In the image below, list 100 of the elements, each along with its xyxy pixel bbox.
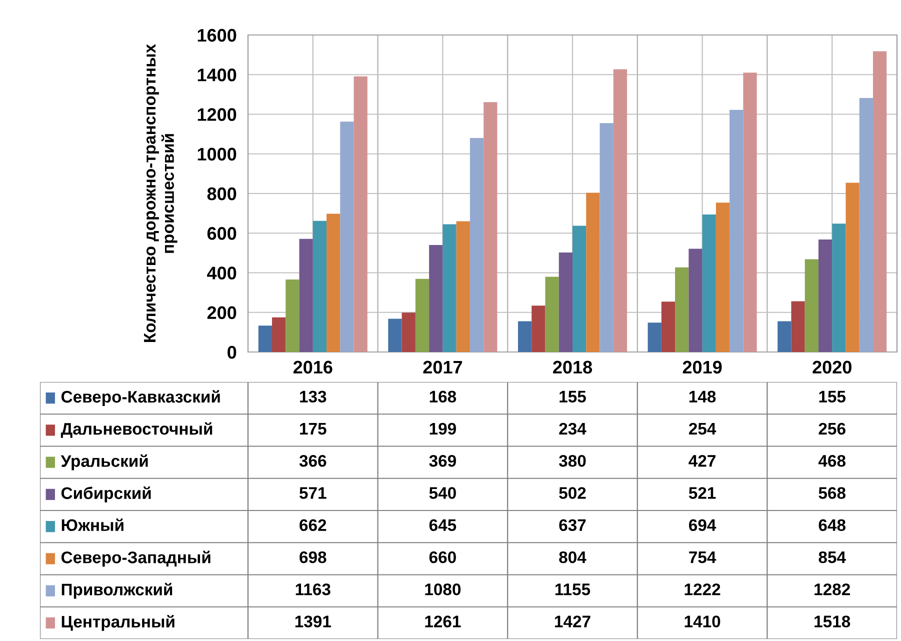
bar bbox=[545, 276, 559, 352]
data-label: 637 bbox=[559, 519, 586, 532]
data-label: 380 bbox=[558, 454, 586, 467]
data-label: 234 bbox=[559, 422, 586, 435]
data-label: 502 bbox=[559, 487, 586, 499]
bar bbox=[688, 248, 702, 352]
bar bbox=[326, 214, 340, 352]
legend-label: Северо-Западный bbox=[61, 550, 210, 567]
bar bbox=[600, 123, 614, 352]
bar bbox=[572, 226, 586, 352]
legend-label: Дальневосточный bbox=[60, 422, 212, 438]
bar bbox=[388, 318, 402, 352]
bar bbox=[613, 69, 628, 352]
bar bbox=[532, 306, 546, 352]
data-label: 1427 bbox=[555, 616, 590, 628]
bar bbox=[272, 317, 286, 352]
data-label: 254 bbox=[688, 422, 716, 435]
bar bbox=[312, 220, 327, 352]
x-tick-label: 2018 bbox=[553, 360, 592, 374]
data-label: 662 bbox=[300, 519, 326, 532]
y-axis-title: Количество дорожно-транспортных происшествий bbox=[144, 44, 178, 342]
bar bbox=[558, 252, 572, 352]
y-tick-label: 0 bbox=[228, 346, 236, 359]
bar bbox=[846, 182, 860, 352]
data-label: 540 bbox=[429, 487, 456, 499]
data-label: 1155 bbox=[555, 584, 590, 596]
data-label: 1410 bbox=[684, 616, 720, 628]
bar bbox=[804, 259, 818, 352]
data-label: 1080 bbox=[425, 583, 461, 596]
bar bbox=[743, 72, 757, 352]
bar bbox=[778, 321, 792, 352]
y-tick-label: 600 bbox=[207, 227, 236, 240]
bar bbox=[702, 214, 716, 352]
legend-label: Южный bbox=[62, 518, 124, 532]
data-label: 1391 bbox=[295, 616, 331, 628]
data-label: 256 bbox=[818, 422, 846, 435]
data-label: 1261 bbox=[425, 616, 461, 628]
bar bbox=[716, 202, 730, 352]
bar bbox=[859, 98, 873, 352]
data-label: 1282 bbox=[814, 583, 850, 596]
legend-label: Сибирский bbox=[61, 486, 151, 502]
data-label: 645 bbox=[429, 519, 456, 532]
data-label: 1518 bbox=[814, 616, 850, 628]
data-label: 648 bbox=[818, 519, 846, 532]
data-label: 521 bbox=[688, 487, 716, 499]
data-label: 155 bbox=[560, 390, 586, 403]
data-label: 427 bbox=[688, 454, 716, 467]
bar bbox=[415, 278, 430, 352]
bar bbox=[299, 238, 313, 352]
bar bbox=[429, 245, 443, 352]
data-label: 369 bbox=[429, 454, 456, 467]
bar bbox=[586, 192, 600, 352]
bar bbox=[442, 224, 456, 352]
bar bbox=[518, 321, 532, 352]
bar bbox=[484, 102, 498, 352]
data-label: 854 bbox=[818, 551, 846, 564]
data-label: 754 bbox=[689, 552, 716, 564]
legend-label: Северо-Кавказский bbox=[61, 390, 220, 406]
data-label: 1222 bbox=[684, 583, 720, 596]
y-tick-label: 800 bbox=[207, 187, 236, 200]
bar bbox=[402, 312, 416, 352]
data-label: 366 bbox=[299, 454, 326, 467]
legend-label: Уральский bbox=[60, 454, 148, 470]
bar bbox=[456, 221, 470, 352]
bar bbox=[872, 51, 887, 352]
y-tick-label: 200 bbox=[207, 306, 236, 320]
data-label: 1163 bbox=[296, 583, 330, 596]
data-label: 168 bbox=[430, 390, 456, 403]
data-label: 660 bbox=[429, 551, 456, 564]
legend-label: Приволжский bbox=[62, 582, 172, 599]
x-tick-label: 2017 bbox=[423, 360, 462, 374]
bar bbox=[661, 302, 676, 352]
data-label: 155 bbox=[819, 390, 846, 403]
y-tick-label: 400 bbox=[207, 266, 236, 280]
data-label: 175 bbox=[300, 423, 326, 435]
bar bbox=[258, 326, 272, 352]
data-label: 568 bbox=[818, 487, 846, 499]
data-label: 148 bbox=[689, 390, 716, 403]
bar bbox=[648, 322, 662, 352]
data-label: 694 bbox=[689, 519, 716, 532]
x-tick-label: 2019 bbox=[682, 360, 722, 374]
bar bbox=[340, 122, 354, 352]
data-label: 468 bbox=[818, 454, 846, 467]
bar bbox=[791, 301, 805, 352]
data-label: 804 bbox=[559, 551, 586, 564]
y-tick-label: 1400 bbox=[198, 68, 236, 82]
bar bbox=[832, 224, 846, 352]
bar bbox=[354, 76, 368, 352]
y-tick-label: 1600 bbox=[198, 28, 236, 42]
legend-label: Центральный bbox=[62, 615, 174, 631]
bar bbox=[818, 239, 832, 352]
y-tick-label: 1000 bbox=[198, 148, 236, 161]
bar bbox=[470, 138, 484, 352]
bar bbox=[286, 279, 300, 352]
data-label: 199 bbox=[430, 422, 456, 435]
bar bbox=[730, 110, 744, 352]
y-tick-label: 1200 bbox=[198, 108, 236, 121]
data-label: 133 bbox=[300, 390, 326, 403]
x-tick-label: 2016 bbox=[293, 360, 332, 374]
bar bbox=[675, 267, 689, 352]
